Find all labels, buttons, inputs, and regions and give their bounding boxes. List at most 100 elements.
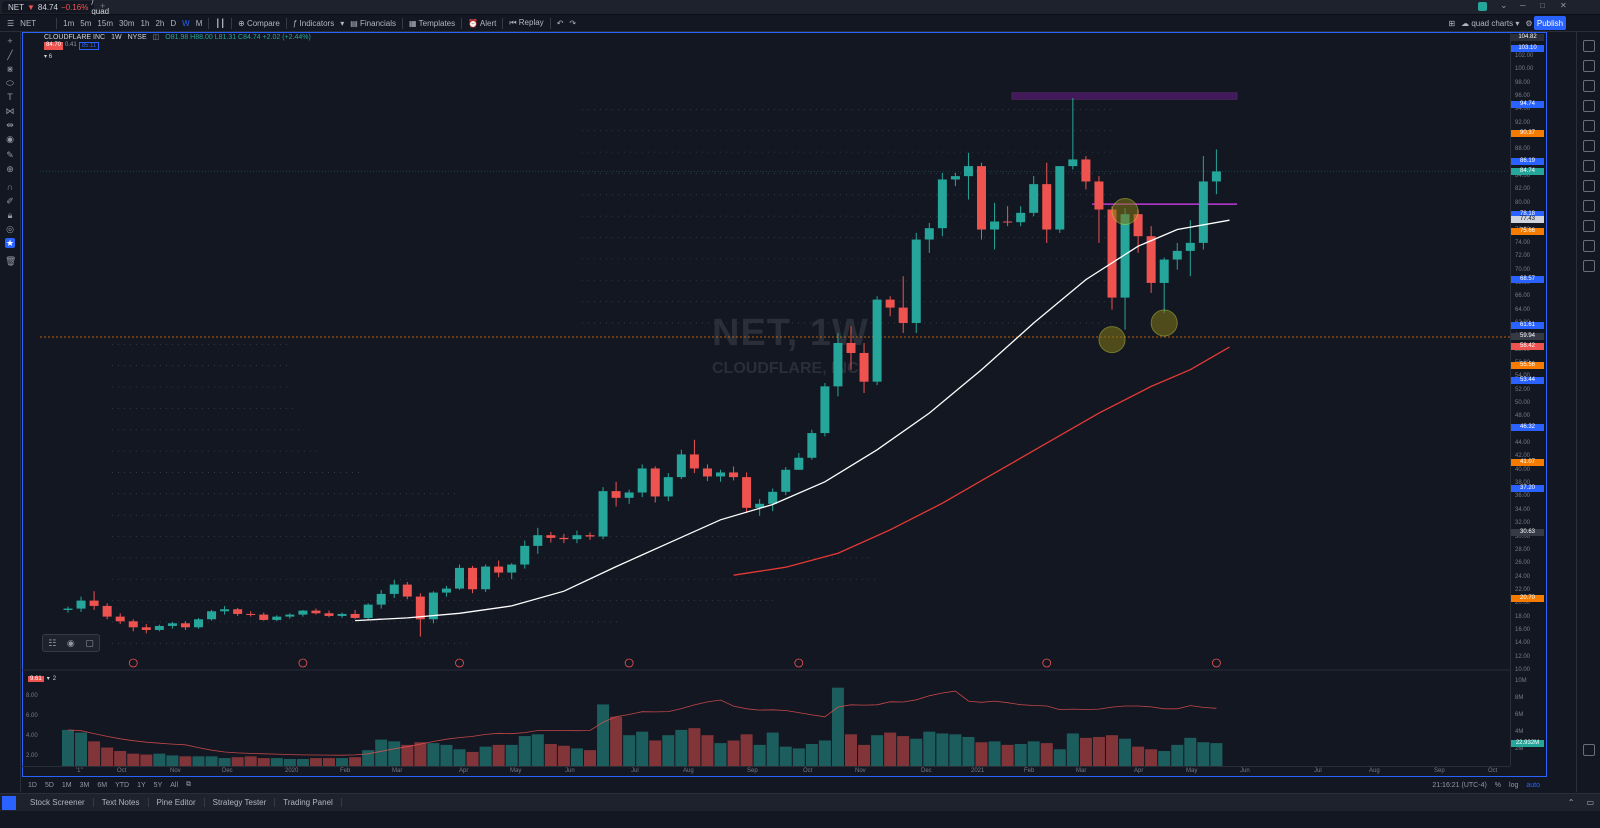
zoom-icon[interactable]: ⊕ [6,164,14,174]
lock-icon[interactable]: 🔒︎ [7,210,13,220]
bid-price[interactable]: 84.70 [44,42,64,50]
magnet-icon[interactable]: ∩ [6,182,14,192]
settings-icon[interactable]: ⚙ [1525,18,1533,28]
hotlist-icon[interactable] [1583,100,1595,112]
range-5d[interactable]: 5D [44,781,54,789]
volume-bar [323,758,335,766]
ruler-icon[interactable]: ✎ [6,150,14,160]
fib-icon[interactable]: ⋇ [6,64,14,74]
ideas-icon[interactable] [1583,140,1595,152]
layers-icon[interactable] [1583,744,1595,756]
favorites-icon[interactable]: ★ [5,238,15,248]
trash-icon[interactable]: 🗑︎ [5,256,17,266]
signals-icon[interactable] [1583,240,1595,252]
auto-toggle[interactable]: auto [1526,781,1540,789]
pulse-icon[interactable] [1583,260,1595,272]
calendar-icon[interactable] [1583,120,1595,132]
visibility-icon[interactable]: ◎ [6,224,14,234]
notifications-icon[interactable] [1583,200,1595,212]
pattern-icon[interactable]: ⋈ [5,106,15,116]
range-1m[interactable]: 1M [61,781,72,789]
range-5y[interactable]: 5Y [153,781,163,789]
time-axis[interactable]: '1'' Oct Nov Dec 2020 Feb Mar Apr May Jun Jul Aug Se… [22,766,1510,777]
range-6m[interactable]: 6M [97,781,108,789]
time-label-7: Apr [459,768,469,774]
footer-tab-2[interactable]: Pine Editor [149,798,205,807]
data-window-icon[interactable] [1583,80,1595,92]
trendline-icon[interactable]: ╱ [7,50,13,60]
range-1d[interactable]: 1D [28,781,37,789]
close-icon[interactable]: ✕ [1560,1,1567,10]
range-all[interactable]: All [170,781,179,789]
symbol-search[interactable]: NET [20,18,37,28]
range-1y[interactable]: 1Y [137,781,146,789]
interval-3[interactable]: 30m [118,18,135,28]
chart-tab[interactable]: NET ▼ 84.74 −0.16% / quad [2,0,109,16]
interval-2[interactable]: 15m [97,18,113,28]
layout-name[interactable]: ☁ quad charts ▾ [1461,18,1520,28]
chevron-down-icon[interactable]: ▾ [46,676,50,682]
layout-grid-icon[interactable]: ⊞ [1448,18,1456,28]
undo-icon[interactable]: ↶ [556,18,564,28]
footer-tab-4[interactable]: Trading Panel [275,798,342,807]
interval-4[interactable]: 1h [140,18,150,28]
templates-button[interactable]: ▦ Templates [409,18,456,28]
replay-button[interactable]: ⏮ Replay [509,18,544,27]
shape-icon[interactable]: ⬭ [6,78,14,88]
candle-body [1068,159,1078,167]
chevron-down-icon[interactable]: ▾ [340,18,345,28]
new-tab-icon[interactable]: + [100,1,106,11]
interval-7[interactable]: W [182,18,190,28]
maximize-panel-icon[interactable]: ▭ [1586,798,1594,807]
financials-button[interactable]: ▤ Financials [350,18,397,28]
redo-icon[interactable]: ↷ [569,18,577,28]
interval-0[interactable]: 1m [63,18,75,28]
calendar-goto-icon[interactable]: ⧉ [186,781,192,788]
frame-icon[interactable]: ▢ [85,637,94,648]
compare-button[interactable]: ⊕ Compare [238,18,280,28]
ask-price[interactable]: 85.11 [78,42,100,50]
chevron-down-icon[interactable]: ⌄ [1500,0,1508,10]
menu-icon[interactable]: ☰ [7,18,15,28]
candle-body [611,491,621,498]
indicator-row[interactable]: ▾ 6 [44,54,53,60]
list-icon[interactable]: ☷ [48,637,57,648]
streams-icon[interactable] [1583,180,1595,192]
text-icon[interactable]: T [7,92,13,102]
minimize-icon[interactable]: ─ [1520,1,1526,10]
price-chart[interactable]: 8.00 6.00 4.00 2.00 [22,33,1510,766]
range-ytd[interactable]: YTD [115,781,130,789]
log-toggle[interactable]: log [1509,781,1519,789]
interval-6[interactable]: D [170,18,177,28]
messages-icon[interactable] [1583,220,1595,232]
interval-5[interactable]: 2h [155,18,165,28]
candle-body [1133,214,1143,237]
time-label-9: Jun [565,768,575,774]
chart-type-icon[interactable]: ┃┃ [215,18,226,28]
alerts-icon[interactable] [1583,60,1595,72]
footer-tab-0[interactable]: Stock Screener [22,798,94,807]
range-3m[interactable]: 3M [79,781,90,789]
logo-icon[interactable] [2,795,16,810]
eye-icon[interactable]: ◉ [66,637,75,648]
percent-toggle[interactable]: % [1494,781,1502,789]
prediction-icon[interactable]: ⇹ [6,120,14,130]
price-badge: 30.63 [1511,528,1544,536]
pencil-icon[interactable]: ✐ [6,196,14,206]
alert-button[interactable]: ⏰ Alert [468,18,497,28]
footer-tab-1[interactable]: Text Notes [94,798,149,807]
chat-icon[interactable] [1583,160,1595,172]
clock-readout[interactable]: 21:16:21 (UTC-4) [1432,781,1487,789]
eye-icon[interactable]: ◉ [6,134,14,144]
crosshair-icon[interactable]: + [7,36,13,46]
collapse-icon[interactable]: ⌃ [1567,798,1575,807]
interval-8[interactable]: M [195,18,203,28]
maximize-icon[interactable]: □ [1540,1,1545,10]
indicators-button[interactable]: ƒ Indicators [292,18,335,28]
price-scale[interactable]: 102.00100.0098.0096.0094.0092.0090.0088.… [1510,33,1547,766]
app-icon[interactable] [1478,2,1487,11]
footer-tab-3[interactable]: Strategy Tester [205,798,276,807]
publish-button[interactable]: Publish [1534,16,1566,30]
watchlist-icon[interactable] [1583,40,1595,52]
interval-1[interactable]: 5m [80,18,92,28]
